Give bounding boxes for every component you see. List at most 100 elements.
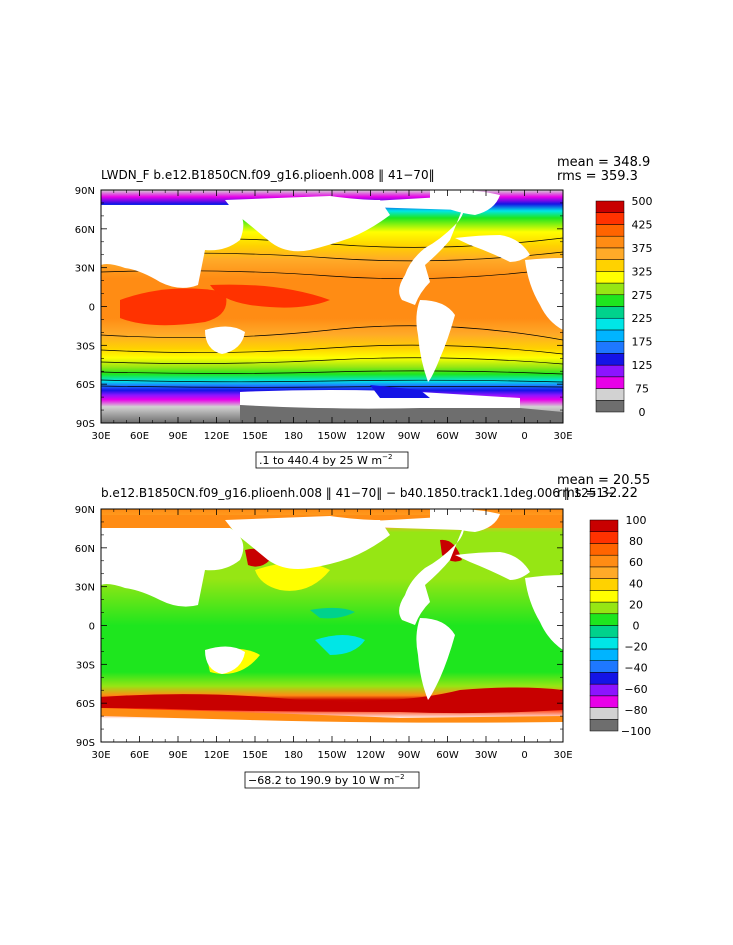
panel-2-colorbar-label: −80 xyxy=(624,704,647,717)
panel-2-colorbar-swatch xyxy=(589,566,619,579)
panel-2: b.e12.B1850CN.f09_g16.plioenh.008 ‖ 41−7… xyxy=(75,473,651,789)
panel-2-colorbar-label: 20 xyxy=(629,598,643,611)
panel-2-title: b.e12.B1850CN.f09_g16.plioenh.008 ‖ 41−7… xyxy=(101,486,614,500)
panel-1-lat-tick-label: 30S xyxy=(76,341,95,352)
panel-2-colorbar-label: 60 xyxy=(629,556,643,569)
panel-2-lat-tick-label: 90N xyxy=(75,505,95,516)
warm-pool-pacific xyxy=(210,284,330,308)
panel-1: LWDN_F b.e12.B1850CN.f09_g16.plioenh.008… xyxy=(75,155,653,469)
panel-1-colorbar-swatch xyxy=(595,376,625,389)
southern-ocean-band xyxy=(101,687,563,714)
panel-2-colorbar-label: 80 xyxy=(629,535,643,548)
panel-1-colorbar-label: 175 xyxy=(632,336,653,349)
panel-2-colorbar-swatch xyxy=(589,660,619,673)
panel-2-colorbar-swatch xyxy=(589,695,619,708)
panel-2-lat-tick-label: 30N xyxy=(75,583,95,594)
panel-2-colorbar-swatch xyxy=(589,590,619,603)
panel-1-colorbar-swatch xyxy=(595,353,625,366)
panel-1-colorbar-swatch xyxy=(595,247,625,260)
teal-patch-eqpac xyxy=(310,607,355,619)
panel-1-colorbar-label: 125 xyxy=(632,359,653,372)
panel-1-lon-tick-label: 150W xyxy=(318,431,347,442)
panel-2-range-exp: −2 xyxy=(394,773,404,781)
antarctic-shelf xyxy=(370,385,430,398)
panel-1-lon-tick-label: 150E xyxy=(242,431,267,442)
panel-1-range-exp: −2 xyxy=(382,453,392,461)
panel-1-colorbar-swatch xyxy=(595,200,625,213)
panel-1-lon-tick-label: 30E xyxy=(553,431,572,442)
panel-2-colorbar-label: −60 xyxy=(624,683,647,696)
panel-2-colorbar-swatch xyxy=(589,613,619,626)
panel-2-lat-tick-label: 0 xyxy=(89,622,95,633)
panel-1-lat-tick-label: 90S xyxy=(76,419,95,430)
panel-2-range-text: −68.2 to 190.9 by 10 W m xyxy=(248,774,394,787)
panel-1-lon-tick-label: 0 xyxy=(521,431,527,442)
panel-1-colorbar-swatch xyxy=(595,259,625,272)
panel-2-map xyxy=(101,509,563,742)
panel-2-colorbar-swatch xyxy=(589,625,619,638)
panel-1-colorbar-swatch xyxy=(595,235,625,249)
panel-2-range-label: −68.2 to 190.9 by 10 W m−2 xyxy=(248,773,405,787)
panel-2-mean: mean = 20.55 xyxy=(557,473,650,488)
panel-2-colorbar: −100 −80 −60 −40 −20 0 20 40 60 80 100 xyxy=(589,514,651,738)
panel-1-lon-tick-label: 60E xyxy=(130,431,149,442)
panel-1-lat-tick-label: 30N xyxy=(75,264,95,275)
panel-1-lat-tick-label: 90N xyxy=(75,186,95,197)
panel-1-lat-tick-label: 60S xyxy=(76,380,95,391)
panel-1-rms: rms = 359.3 xyxy=(557,169,638,184)
panel-1-colorbar-swatch xyxy=(595,306,625,319)
panel-1-colorbar-label: 75 xyxy=(635,383,649,396)
panel-1-lon-tick-label: 30W xyxy=(475,431,498,442)
panel-2-colorbar-label: 0 xyxy=(633,620,640,633)
panel-2-lon-tick-label: 0 xyxy=(521,750,527,761)
panel-2-colorbar-swatch xyxy=(589,601,619,615)
panel-1-lon-tick-label: 120E xyxy=(204,431,229,442)
southern-ocean-edge xyxy=(101,708,563,723)
panel-2-lon-tick-label: 90E xyxy=(168,750,187,761)
panel-2-colorbar-swatch xyxy=(589,683,619,697)
panel-1-colorbar: 0 75 125 175 225 275 325 375 425 500 xyxy=(595,195,653,419)
panel-1-colorbar-label: 225 xyxy=(632,312,653,325)
panel-1-colorbar-swatch xyxy=(595,400,625,413)
panel-2-lon-tick-label: 150E xyxy=(242,750,267,761)
panel-1-colorbar-swatch xyxy=(595,329,625,342)
panel-2-lat-tick-label: 60N xyxy=(75,544,95,555)
panel-2-lat-tick-label: 60S xyxy=(76,699,95,710)
panel-1-mean: mean = 348.9 xyxy=(557,155,650,170)
panel-1-colorbar-swatch xyxy=(595,212,625,225)
panel-1-colorbar-swatch xyxy=(595,282,625,296)
panel-1-colorbar-swatch xyxy=(595,271,625,284)
panel-2-colorbar-swatch xyxy=(589,636,619,650)
panel-2-lon-tick-label: 90W xyxy=(398,750,421,761)
panel-1-colorbar-swatch xyxy=(595,388,625,401)
panel-2-colorbar-label: 40 xyxy=(629,577,643,590)
panel-1-lon-tick-label: 90W xyxy=(398,431,421,442)
panel-2-colorbar-swatch xyxy=(589,519,619,532)
panel-1-contours xyxy=(101,237,563,388)
panel-1-colorbar-swatch xyxy=(595,364,625,378)
panel-1-range-label: .1 to 440.4 by 25 W m−2 xyxy=(259,453,392,467)
panel-1-colorbar-label: 0 xyxy=(639,406,646,419)
antarctica-ice-fill xyxy=(240,405,563,423)
panel-2-colorbar-label: −100 xyxy=(621,725,651,738)
panel-2-lon-tick-label: 30W xyxy=(475,750,498,761)
panel-1-map xyxy=(101,190,563,423)
panel-2-colorbar-swatch xyxy=(589,672,619,685)
panel-1-colorbar-swatch xyxy=(595,317,625,331)
panel-2-colorbar-label: 100 xyxy=(626,514,647,527)
panel-2-colorbar-swatch xyxy=(589,543,619,556)
panel-2-lon-tick-label: 30E xyxy=(553,750,572,761)
panel-1-lon-tick-label: 120W xyxy=(356,431,385,442)
panel-2-colorbar-swatch xyxy=(589,719,619,732)
panel-2-lon-tick-label: 60W xyxy=(436,750,459,761)
panel-1-colorbar-label: 325 xyxy=(632,265,653,278)
panel-1-colorbar-swatch xyxy=(595,341,625,354)
yellow-patch-npac xyxy=(255,562,330,591)
panel-2-colorbar-label: −20 xyxy=(624,641,647,654)
panel-1-lon-tick-label: 180 xyxy=(284,431,303,442)
panel-2-rms: rms = 32.22 xyxy=(557,486,638,501)
panel-2-lon-tick-label: 120W xyxy=(356,750,385,761)
panel-1-lon-tick-label: 30E xyxy=(91,431,110,442)
warm-pool-indian xyxy=(120,288,227,326)
